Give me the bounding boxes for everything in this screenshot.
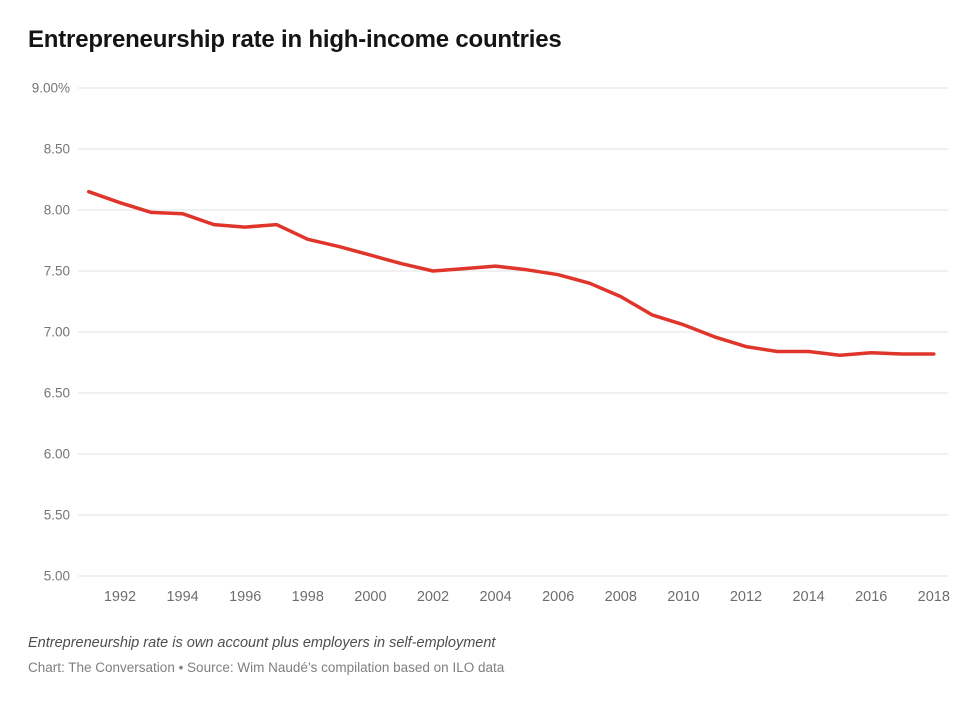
y-axis-tick-label: 5.00 [44,569,70,584]
x-axis-tick-label: 2010 [667,589,699,605]
x-axis-tick-label: 2002 [417,589,449,605]
data-line [86,189,936,357]
y-axis-tick-label: 5.50 [44,508,70,523]
x-axis-tick-label: 2006 [542,589,574,605]
y-axis-tick-label: 6.00 [44,447,70,462]
x-axis-tick-label: 2012 [730,589,762,605]
chart-footnote: Entrepreneurship rate is own account plu… [28,635,496,651]
x-axis-tick-label: 2008 [605,589,637,605]
x-axis-tick-label: 1996 [229,589,261,605]
chart-title: Entrepreneurship rate in high-income cou… [28,26,562,53]
y-axis-tick-label: 7.00 [44,325,70,340]
x-axis-tick-label: 1992 [104,589,136,605]
y-axis-tick-label: 8.00 [44,203,70,218]
x-axis-tick-label: 2016 [855,589,887,605]
y-axis-tick-label: 7.50 [44,264,70,279]
x-axis-tick-label: 1998 [292,589,324,605]
x-axis-tick-label: 2004 [479,589,511,605]
chart-credit: Chart: The Conversation • Source: Wim Na… [28,660,505,675]
y-axis-tick-label: 8.50 [44,142,70,157]
x-axis-tick-label: 2018 [918,589,950,605]
x-axis-tick-label: 2014 [792,589,824,605]
y-axis-tick-label: 6.50 [44,386,70,401]
y-axis-tick-label: 9.00% [32,81,70,96]
x-axis-tick-label: 2000 [354,589,386,605]
x-axis-tick-label: 1994 [166,589,198,605]
